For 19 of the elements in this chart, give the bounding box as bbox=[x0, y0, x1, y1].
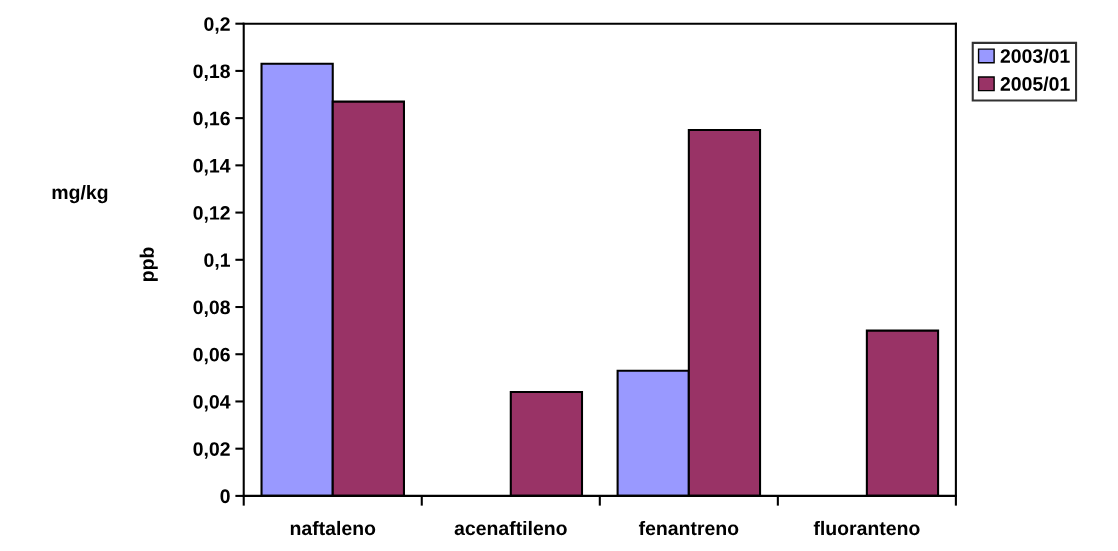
x-tick-label: naftaleno bbox=[290, 520, 376, 536]
y-tick-label: 0,1 bbox=[204, 253, 230, 270]
legend-label: 2003/01 bbox=[1000, 48, 1070, 64]
y-tick-label: 0,02 bbox=[193, 442, 230, 459]
y-tick-label: 0,08 bbox=[193, 300, 230, 318]
y-tick-label: 0,14 bbox=[193, 158, 231, 176]
x-tick-label: fenantreno bbox=[638, 520, 739, 536]
y-tick-label: 0,16 bbox=[193, 111, 230, 129]
y-axis-title: mg/kg bbox=[52, 184, 108, 204]
y-tick-label: 0,2 bbox=[204, 17, 230, 34]
y-tick-label: 0,18 bbox=[193, 64, 230, 81]
y-tick-label: 0 bbox=[220, 489, 230, 504]
y-tick-label: 0,04 bbox=[193, 394, 231, 412]
y-tick-label: 0,12 bbox=[193, 206, 230, 223]
legend-label: 2005/01 bbox=[1000, 76, 1070, 92]
y-tick-label: 0,06 bbox=[193, 347, 230, 365]
x-tick-label: fluoranteno bbox=[813, 520, 920, 536]
text: ppb bbox=[139, 247, 158, 282]
x-tick-label: acenaftileno bbox=[454, 520, 567, 536]
